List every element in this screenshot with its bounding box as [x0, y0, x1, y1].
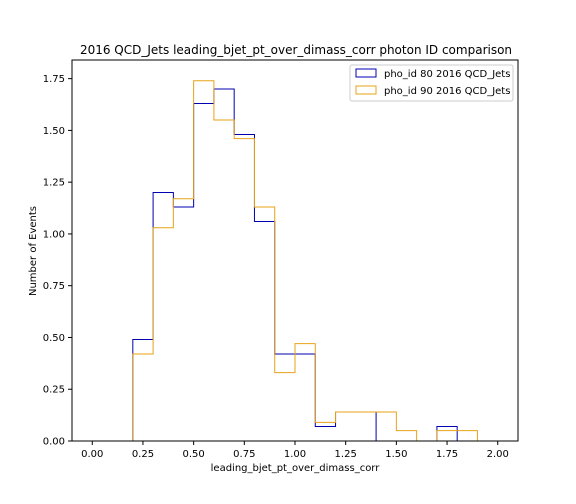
legend-swatch — [355, 68, 377, 78]
x-tick-label: 0.75 — [233, 449, 255, 460]
histogram-series-1 — [92, 80, 498, 442]
y-axis-label: Number of Events — [28, 206, 39, 296]
y-tick-label: 0.25 — [43, 385, 65, 396]
y-tick-label: 1.75 — [43, 74, 65, 85]
x-axis-ticks: 0.00 0.25 0.50 0.75 1.00 1.25 1.50 1.75 2.00 — [81, 441, 509, 460]
x-tick-label: 0.50 — [183, 449, 205, 460]
x-tick-label: 0.00 — [81, 449, 103, 460]
legend-label: pho_id 80 2016 QCD_Jets — [384, 69, 510, 80]
y-tick-label: 0.00 — [43, 437, 65, 448]
legend-frame — [349, 64, 514, 102]
y-tick-label: 0.75 — [43, 281, 65, 292]
plot-area — [71, 59, 519, 442]
axes-frame — [71, 59, 519, 442]
y-axis-ticks: 0.00 0.25 0.50 0.75 1.00 1.25 1.50 1.75 — [43, 74, 72, 448]
legend-swatch — [355, 85, 377, 95]
x-tick-label: 1.75 — [436, 449, 458, 460]
y-tick-label: 0.50 — [43, 333, 65, 344]
legend-label: pho_id 90 2016 QCD_Jets — [384, 86, 510, 97]
x-tick-label: 2.00 — [487, 449, 509, 460]
x-tick-label: 1.25 — [335, 449, 357, 460]
series-layer — [92, 80, 498, 442]
y-tick-label: 1.50 — [43, 126, 65, 137]
legend: pho_id 80 2016 QCD_Jets pho_id 90 2016 Q… — [349, 64, 514, 102]
y-tick-label: 1.25 — [43, 178, 65, 189]
x-tick-label: 1.00 — [284, 449, 306, 460]
y-tick-label: 1.00 — [43, 229, 65, 240]
x-axis-label: leading_bjet_pt_over_dimass_corr — [211, 463, 381, 474]
chart-title: 2016 QCD_Jets leading_bjet_pt_over_dimas… — [80, 43, 512, 57]
x-tick-label: 1.50 — [385, 449, 407, 460]
x-tick-label: 0.25 — [132, 449, 154, 460]
